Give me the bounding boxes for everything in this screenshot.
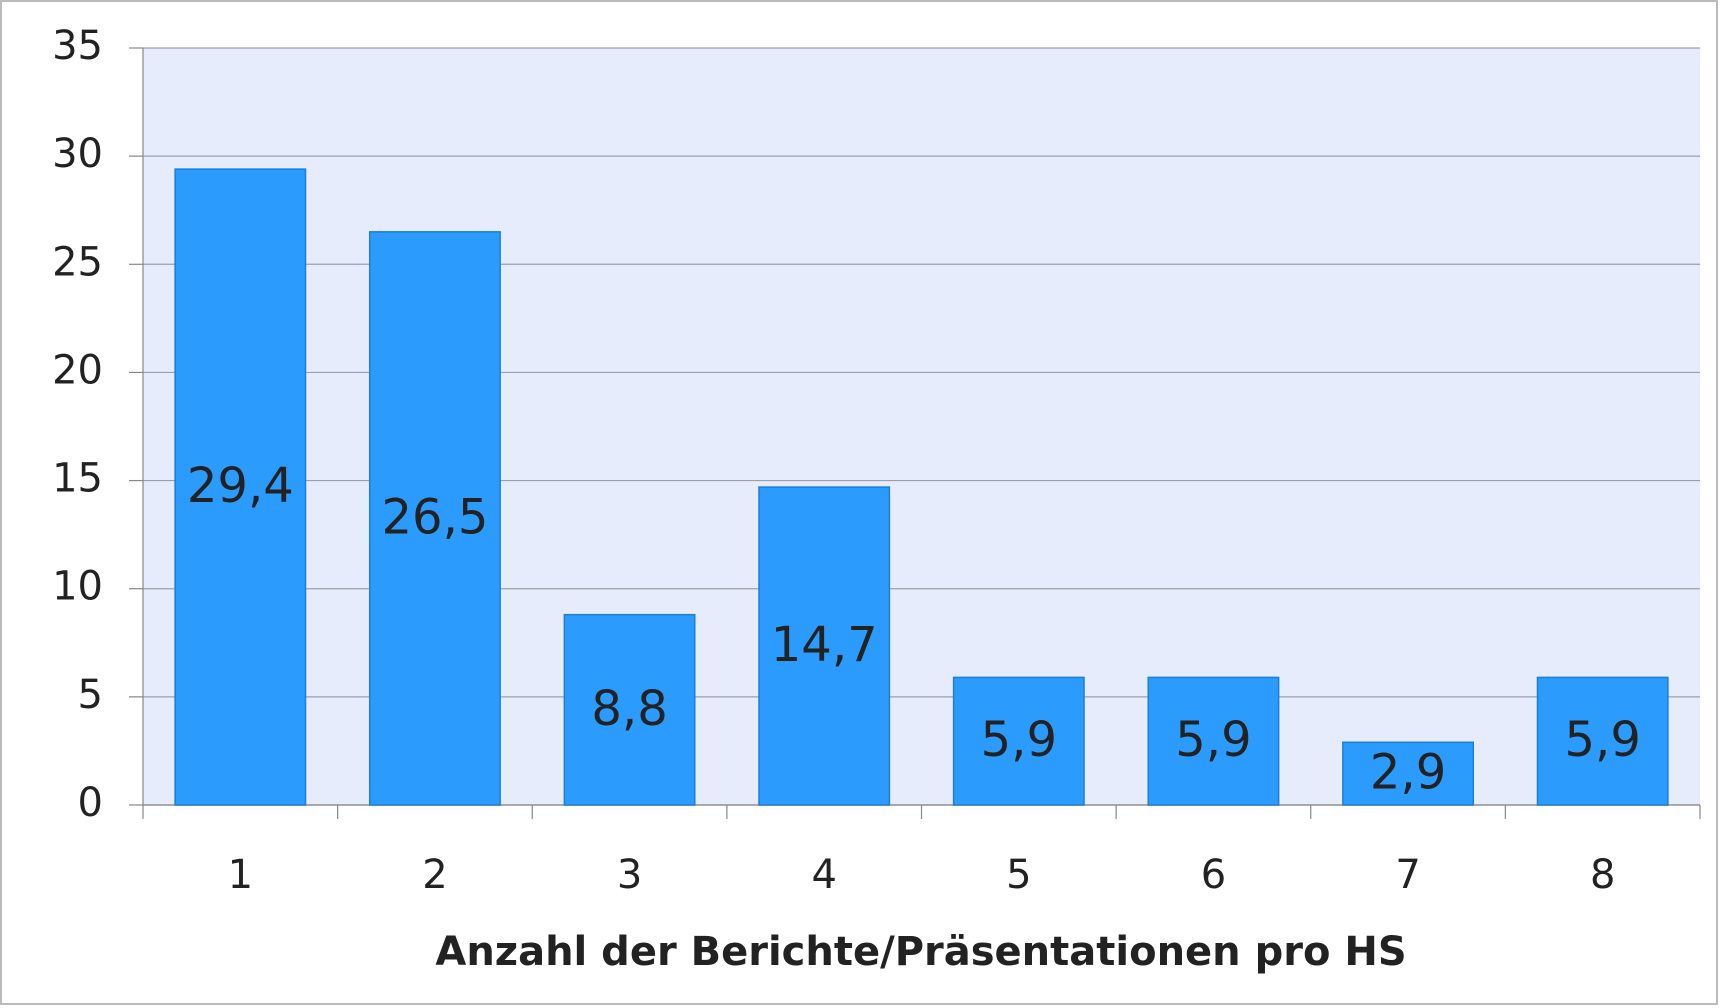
x-tick-label: 2 [422, 852, 447, 898]
x-tick-label: 4 [811, 852, 836, 898]
data-label: 5,9 [1175, 712, 1251, 768]
data-label: 26,5 [382, 489, 489, 545]
data-label: 29,4 [187, 458, 294, 514]
bar [1147, 676, 1280, 806]
x-tick-label: 3 [617, 852, 642, 898]
bar [952, 676, 1085, 806]
y-tick-label: 25 [52, 239, 103, 285]
y-tick-label: 35 [52, 23, 103, 69]
bar [758, 486, 891, 806]
x-tick-label: 1 [228, 852, 253, 898]
y-tick-label: 0 [78, 780, 103, 826]
y-tick-label: 20 [52, 347, 103, 393]
bar [1536, 676, 1669, 806]
data-label: 8,8 [591, 681, 667, 737]
y-tick-label: 5 [78, 672, 103, 718]
bar [1342, 741, 1475, 806]
data-label: 2,9 [1370, 745, 1446, 801]
x-tick-label: 5 [1006, 852, 1031, 898]
y-tick-label: 30 [52, 131, 103, 177]
bar [174, 168, 307, 806]
data-label: 5,9 [981, 712, 1057, 768]
y-tick-label: 10 [52, 564, 103, 610]
x-axis-title: Anzahl der Berichte/Präsentationen pro H… [435, 929, 1406, 975]
x-tick-label: 6 [1201, 852, 1226, 898]
x-tick-label: 8 [1590, 852, 1615, 898]
x-tick-label: 7 [1395, 852, 1420, 898]
bar [563, 613, 696, 806]
data-label: 5,9 [1565, 712, 1641, 768]
y-tick-label: 15 [52, 456, 103, 502]
data-label: 14,7 [771, 617, 878, 673]
bar [368, 231, 501, 806]
